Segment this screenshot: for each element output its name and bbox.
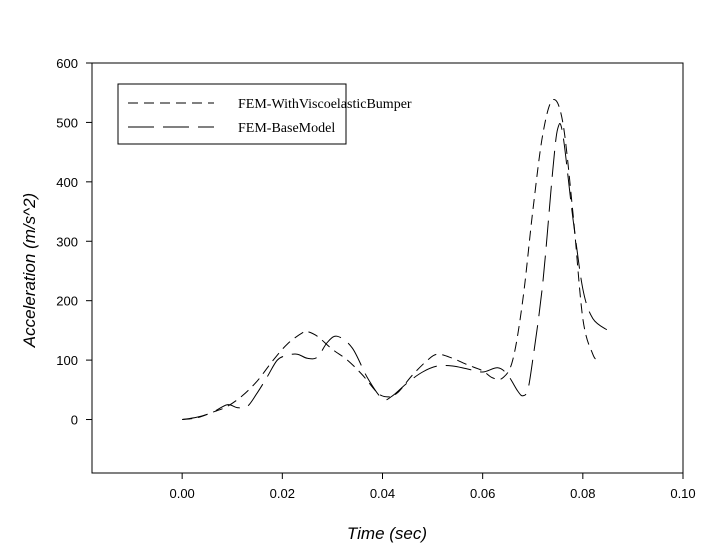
series-line-base-model <box>182 123 609 420</box>
y-tick-label: 400 <box>56 175 78 190</box>
y-tick-label: 100 <box>56 353 78 368</box>
y-tick-label: 200 <box>56 294 78 309</box>
x-tick-label: 0.00 <box>169 486 194 501</box>
x-tick-label: 0.08 <box>570 486 595 501</box>
legend-label-base-model: FEM-BaseModel <box>238 121 335 136</box>
series-line-with-bumper <box>182 98 599 420</box>
x-tick-label: 0.10 <box>670 486 695 501</box>
x-axis-title: Time (sec) <box>347 524 427 543</box>
y-tick-label: 300 <box>56 234 78 249</box>
y-tick-label: 500 <box>56 115 78 130</box>
legend: FEM-WithViscoelasticBumper FEM-BaseModel <box>117 83 412 145</box>
x-tick-label: 0.06 <box>470 486 495 501</box>
y-tick-label: 600 <box>56 56 78 71</box>
x-tick-label: 0.02 <box>270 486 295 501</box>
y-axis-title: Acceleration (m/s^2) <box>20 193 39 348</box>
y-tick-label: 0 <box>71 413 78 428</box>
y-axis-ticks: 0 100 200 300 400 500 600 <box>56 56 92 428</box>
x-tick-label: 0.04 <box>370 486 395 501</box>
legend-label-with-bumper: FEM-WithViscoelasticBumper <box>238 97 412 112</box>
legend-box <box>117 83 347 145</box>
series-lines <box>182 98 609 420</box>
plot-frame <box>91 62 684 474</box>
x-axis-ticks: 0.00 0.02 0.04 0.06 0.08 0.10 <box>169 473 696 501</box>
